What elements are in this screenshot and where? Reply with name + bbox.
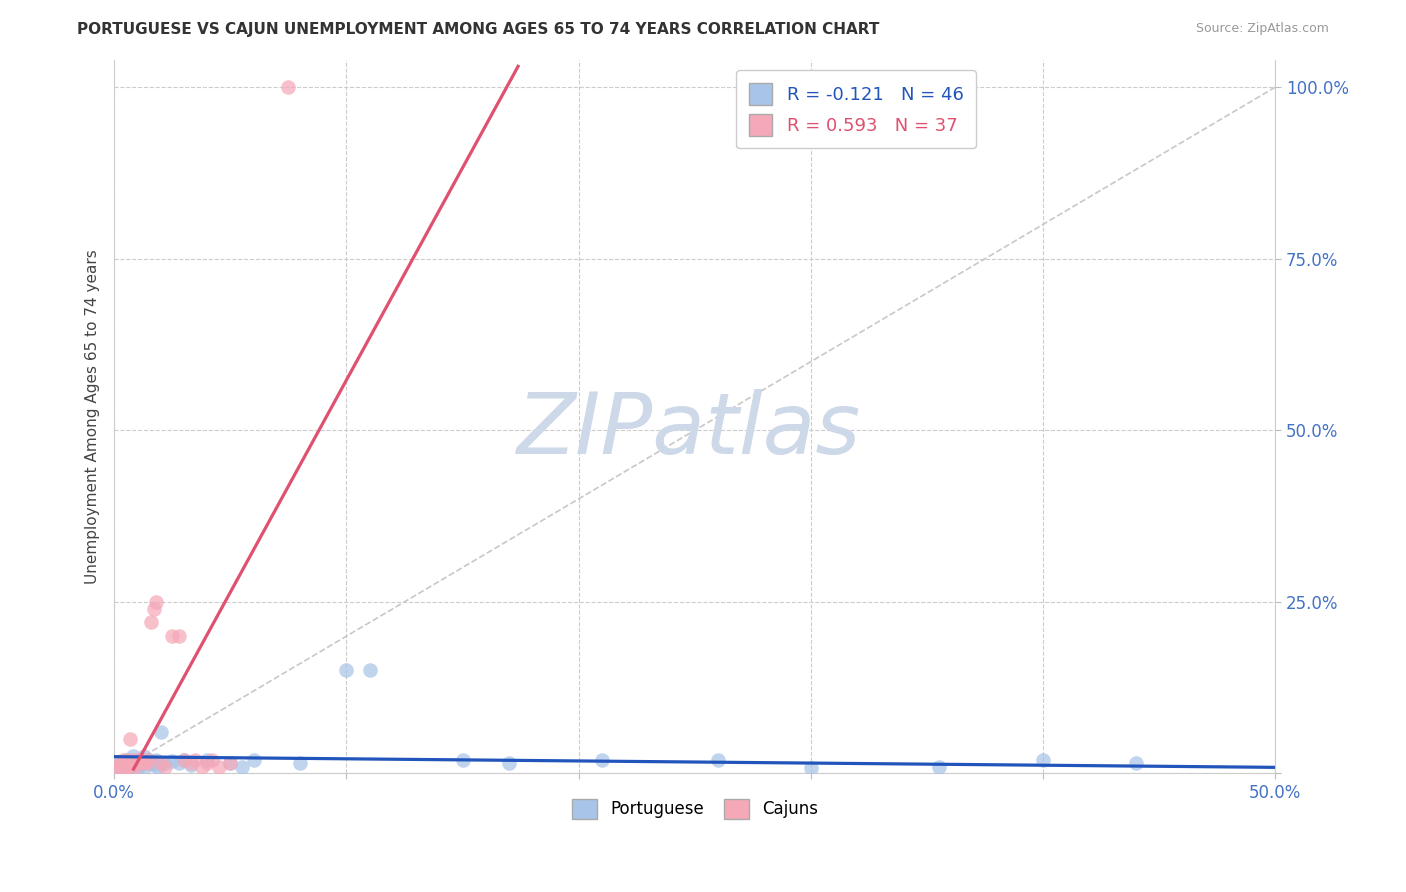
Text: PORTUGUESE VS CAJUN UNEMPLOYMENT AMONG AGES 65 TO 74 YEARS CORRELATION CHART: PORTUGUESE VS CAJUN UNEMPLOYMENT AMONG A…: [77, 22, 880, 37]
Point: [1125, 756, 1147, 771]
Point: [108, 756, 131, 771]
Point: [127, 756, 149, 771]
Point: [800, 761, 823, 775]
Point: [110, 759, 132, 773]
Point: [114, 756, 136, 771]
Point: [138, 753, 160, 767]
Point: [162, 754, 184, 768]
Point: [110, 756, 132, 771]
Point: [359, 664, 381, 678]
Point: [141, 615, 163, 630]
Point: [127, 761, 149, 775]
Point: [128, 753, 150, 767]
Point: [149, 725, 172, 739]
Point: [131, 756, 153, 771]
Point: [231, 759, 253, 773]
Point: [138, 753, 160, 767]
Point: [928, 759, 950, 773]
Point: [131, 756, 153, 771]
Point: [219, 756, 242, 771]
Point: [112, 753, 135, 767]
Point: [288, 756, 311, 771]
Point: [117, 756, 139, 771]
Point: [201, 753, 224, 767]
Point: [498, 756, 520, 771]
Text: ZIPatlas: ZIPatlas: [517, 389, 860, 472]
Point: [180, 758, 202, 772]
Point: [149, 756, 172, 771]
Point: [121, 759, 143, 773]
Point: [148, 759, 170, 773]
Point: [117, 754, 139, 768]
Point: [591, 753, 613, 767]
Point: [451, 753, 474, 767]
Point: [114, 753, 136, 767]
Point: [142, 758, 165, 772]
Point: [134, 749, 156, 764]
Point: [191, 759, 214, 773]
Point: [135, 756, 157, 771]
Point: [145, 595, 167, 609]
Point: [142, 601, 165, 615]
Point: [1032, 753, 1054, 767]
Point: [108, 758, 131, 772]
Point: [173, 753, 195, 767]
Point: [155, 756, 177, 771]
Point: [112, 758, 135, 772]
Point: [167, 629, 190, 643]
Point: [180, 756, 202, 771]
Point: [155, 759, 177, 773]
Point: [135, 756, 157, 771]
Point: [124, 759, 146, 773]
Point: [242, 753, 264, 767]
Point: [117, 753, 139, 767]
Point: [335, 664, 357, 678]
Point: [120, 732, 142, 747]
Point: [219, 756, 242, 771]
Point: [110, 761, 132, 775]
Legend: Portuguese, Cajuns: Portuguese, Cajuns: [565, 792, 825, 826]
Point: [121, 749, 143, 764]
Point: [145, 753, 167, 767]
Point: [121, 753, 143, 767]
Point: [127, 754, 149, 768]
Point: [277, 80, 299, 95]
Point: [138, 754, 160, 768]
Point: [120, 758, 142, 772]
Text: Source: ZipAtlas.com: Source: ZipAtlas.com: [1195, 22, 1329, 36]
Point: [121, 756, 143, 771]
Point: [184, 753, 207, 767]
Point: [128, 753, 150, 767]
Point: [707, 753, 730, 767]
Point: [128, 758, 150, 772]
Point: [114, 759, 136, 773]
Point: [195, 753, 218, 767]
Point: [114, 761, 136, 775]
Point: [127, 753, 149, 767]
Y-axis label: Unemployment Among Ages 65 to 74 years: Unemployment Among Ages 65 to 74 years: [86, 249, 100, 584]
Point: [105, 761, 128, 775]
Point: [141, 756, 163, 771]
Point: [173, 753, 195, 767]
Point: [167, 756, 190, 771]
Point: [120, 758, 142, 772]
Point: [195, 756, 218, 771]
Point: [117, 759, 139, 773]
Point: [208, 759, 231, 773]
Point: [134, 761, 156, 775]
Point: [124, 756, 146, 771]
Point: [134, 753, 156, 767]
Point: [162, 629, 184, 643]
